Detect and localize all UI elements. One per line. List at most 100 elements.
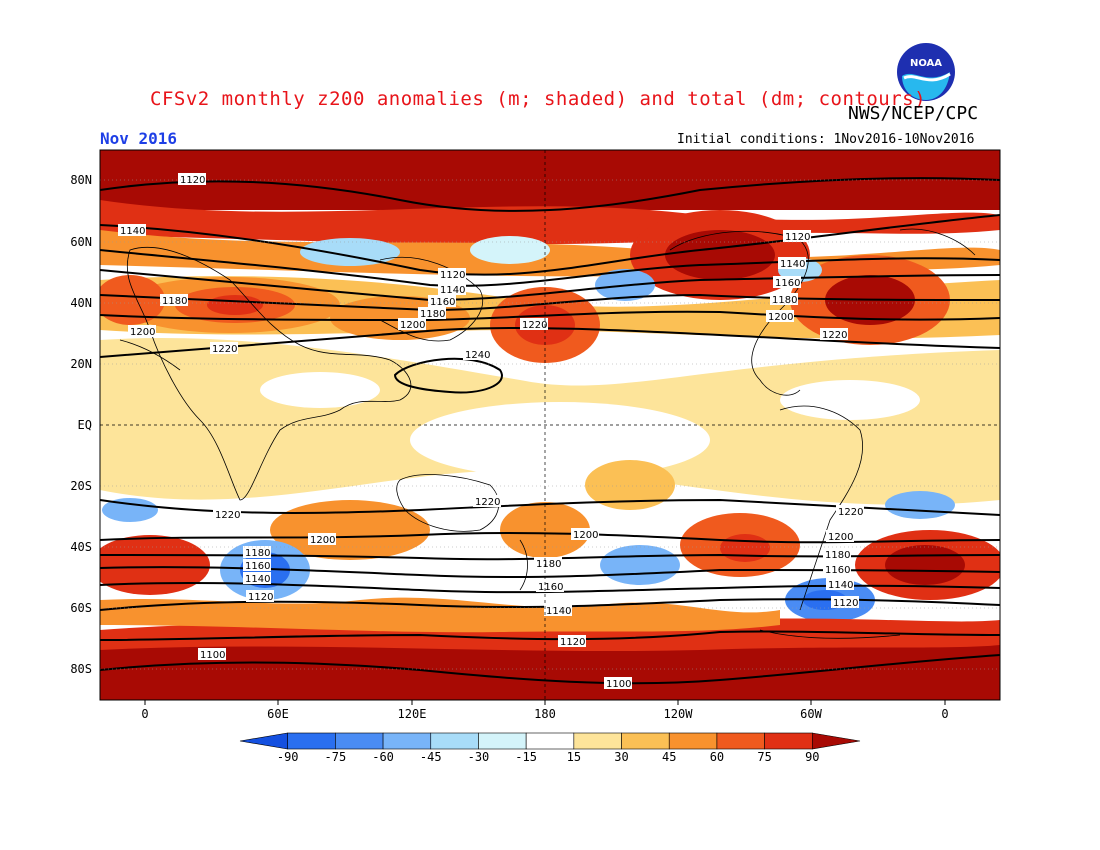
contour-label: 1200 [128, 325, 156, 338]
contour-label: 1160 [243, 559, 271, 572]
svg-text:1100: 1100 [606, 679, 631, 690]
svg-text:1200: 1200 [310, 535, 335, 546]
contour-label: 1200 [398, 318, 426, 331]
svg-text:1180: 1180 [420, 309, 445, 320]
svg-text:1140: 1140 [120, 226, 145, 237]
svg-text:1220: 1220 [475, 497, 500, 508]
contour-label: 1220 [473, 495, 501, 508]
contour-label: 1100 [604, 677, 632, 690]
contour-label: 1220 [213, 508, 241, 521]
svg-text:1180: 1180 [245, 548, 270, 559]
colorbar-tick-label: 75 [757, 750, 772, 764]
period-label: Nov 2016 [100, 129, 178, 148]
svg-text:1160: 1160 [775, 278, 800, 289]
colorbar-tick-label: 15 [566, 750, 582, 764]
svg-text:1140: 1140 [440, 285, 465, 296]
svg-text:1200: 1200 [768, 312, 793, 323]
svg-text:1200: 1200 [828, 532, 853, 543]
colorbar-tick-label: 45 [661, 750, 677, 764]
svg-text:1200: 1200 [130, 327, 155, 338]
initial-conditions-label: Initial conditions: 1Nov2016-10Nov2016 [677, 132, 975, 147]
contour-label: 1100 [198, 648, 226, 661]
svg-text:1140: 1140 [546, 606, 571, 617]
svg-text:1220: 1220 [522, 320, 547, 331]
lat-label-80s: 80S [70, 662, 92, 676]
contour-label: 1140 [118, 224, 146, 237]
contour-label: 1200 [826, 530, 854, 543]
svg-text:1140: 1140 [245, 574, 270, 585]
contour-label: 1200 [766, 310, 794, 323]
svg-text:1220: 1220 [838, 507, 863, 518]
colorbar-tick-label: 60 [709, 750, 725, 764]
svg-text:1120: 1120 [785, 232, 810, 243]
contour-label: 1140 [243, 572, 271, 585]
contour-label: 1180 [243, 546, 271, 559]
noaa-logo: NOAA [897, 43, 955, 101]
contour-label: 1220 [210, 342, 238, 355]
svg-text:1120: 1120 [833, 598, 858, 609]
contour-label: 1180 [534, 557, 562, 570]
svg-text:1160: 1160 [825, 565, 850, 576]
svg-text:1140: 1140 [780, 259, 805, 270]
lon-label-0-east: 0 [941, 707, 949, 721]
svg-text:NOAA: NOAA [910, 58, 942, 69]
contour-label: 1120 [831, 596, 859, 609]
contour-label: 1200 [308, 533, 336, 546]
lat-label-20n: 20N [70, 357, 92, 371]
contour-label: 1160 [428, 295, 456, 308]
colorbar-tick-label: 30 [614, 750, 629, 764]
lon-label-180: 180 [534, 707, 556, 721]
map-frame [99, 149, 1001, 701]
contour-label: 1140 [826, 578, 854, 591]
contour-label: 1160 [773, 276, 801, 289]
contour-label: 1140 [544, 604, 572, 617]
contour-label: 1180 [770, 293, 798, 306]
contour-label: 1180 [418, 307, 446, 320]
lat-label-20s: 20S [70, 479, 92, 493]
colorbar-tick-label: -90 [276, 750, 299, 764]
lat-label-80n: 80N [70, 173, 92, 187]
contour-label: 1180 [160, 294, 188, 307]
figure-title: CFSv2 monthly z200 anomalies (m; shaded)… [150, 88, 927, 110]
svg-text:1220: 1220 [822, 330, 847, 341]
contour-label: 1220 [820, 328, 848, 341]
contour-label: 1140 [438, 283, 466, 296]
axis-ticks [144, 700, 946, 705]
svg-text:1180: 1180 [772, 295, 797, 306]
svg-text:1240: 1240 [465, 350, 490, 361]
contour-label: 1120 [558, 635, 586, 648]
lon-label-120e: 120E [397, 707, 427, 721]
contour-label: 1180 [823, 548, 851, 561]
svg-text:1180: 1180 [536, 559, 561, 570]
lat-label-eq: EQ [77, 418, 92, 432]
colorbar-tick-label: 90 [805, 750, 820, 764]
svg-text:1220: 1220 [212, 344, 237, 355]
lon-label-120w: 120W [663, 707, 693, 721]
svg-text:1160: 1160 [538, 582, 563, 593]
svg-text:1100: 1100 [200, 650, 225, 661]
agency-label: NWS/NCEP/CPC [848, 103, 979, 124]
contour-label: 1120 [246, 590, 274, 603]
svg-text:1220: 1220 [215, 510, 240, 521]
lon-label-0: 0 [141, 707, 149, 721]
svg-text:1120: 1120 [248, 592, 273, 603]
contour-label: 1120 [438, 268, 466, 281]
svg-text:1120: 1120 [180, 175, 205, 186]
svg-text:1120: 1120 [440, 270, 465, 281]
svg-text:1160: 1160 [430, 297, 455, 308]
colorbar-tick-label: -75 [324, 750, 347, 764]
lat-label-60n: 60N [70, 235, 92, 249]
svg-text:1200: 1200 [573, 530, 598, 541]
contour-label: 1160 [823, 563, 851, 576]
svg-text:1140: 1140 [828, 580, 853, 591]
lat-label-40n: 40N [70, 296, 92, 310]
svg-text:1120: 1120 [560, 637, 585, 648]
colorbar-tick-label: -15 [515, 750, 537, 764]
svg-text:1160: 1160 [245, 561, 270, 572]
contour-label: 1220 [836, 505, 864, 518]
colorbar-tick-label: -60 [372, 750, 394, 764]
lon-label-60e: 60E [267, 707, 289, 721]
contour-label: 1120 [783, 230, 811, 243]
svg-text:1180: 1180 [162, 296, 187, 307]
